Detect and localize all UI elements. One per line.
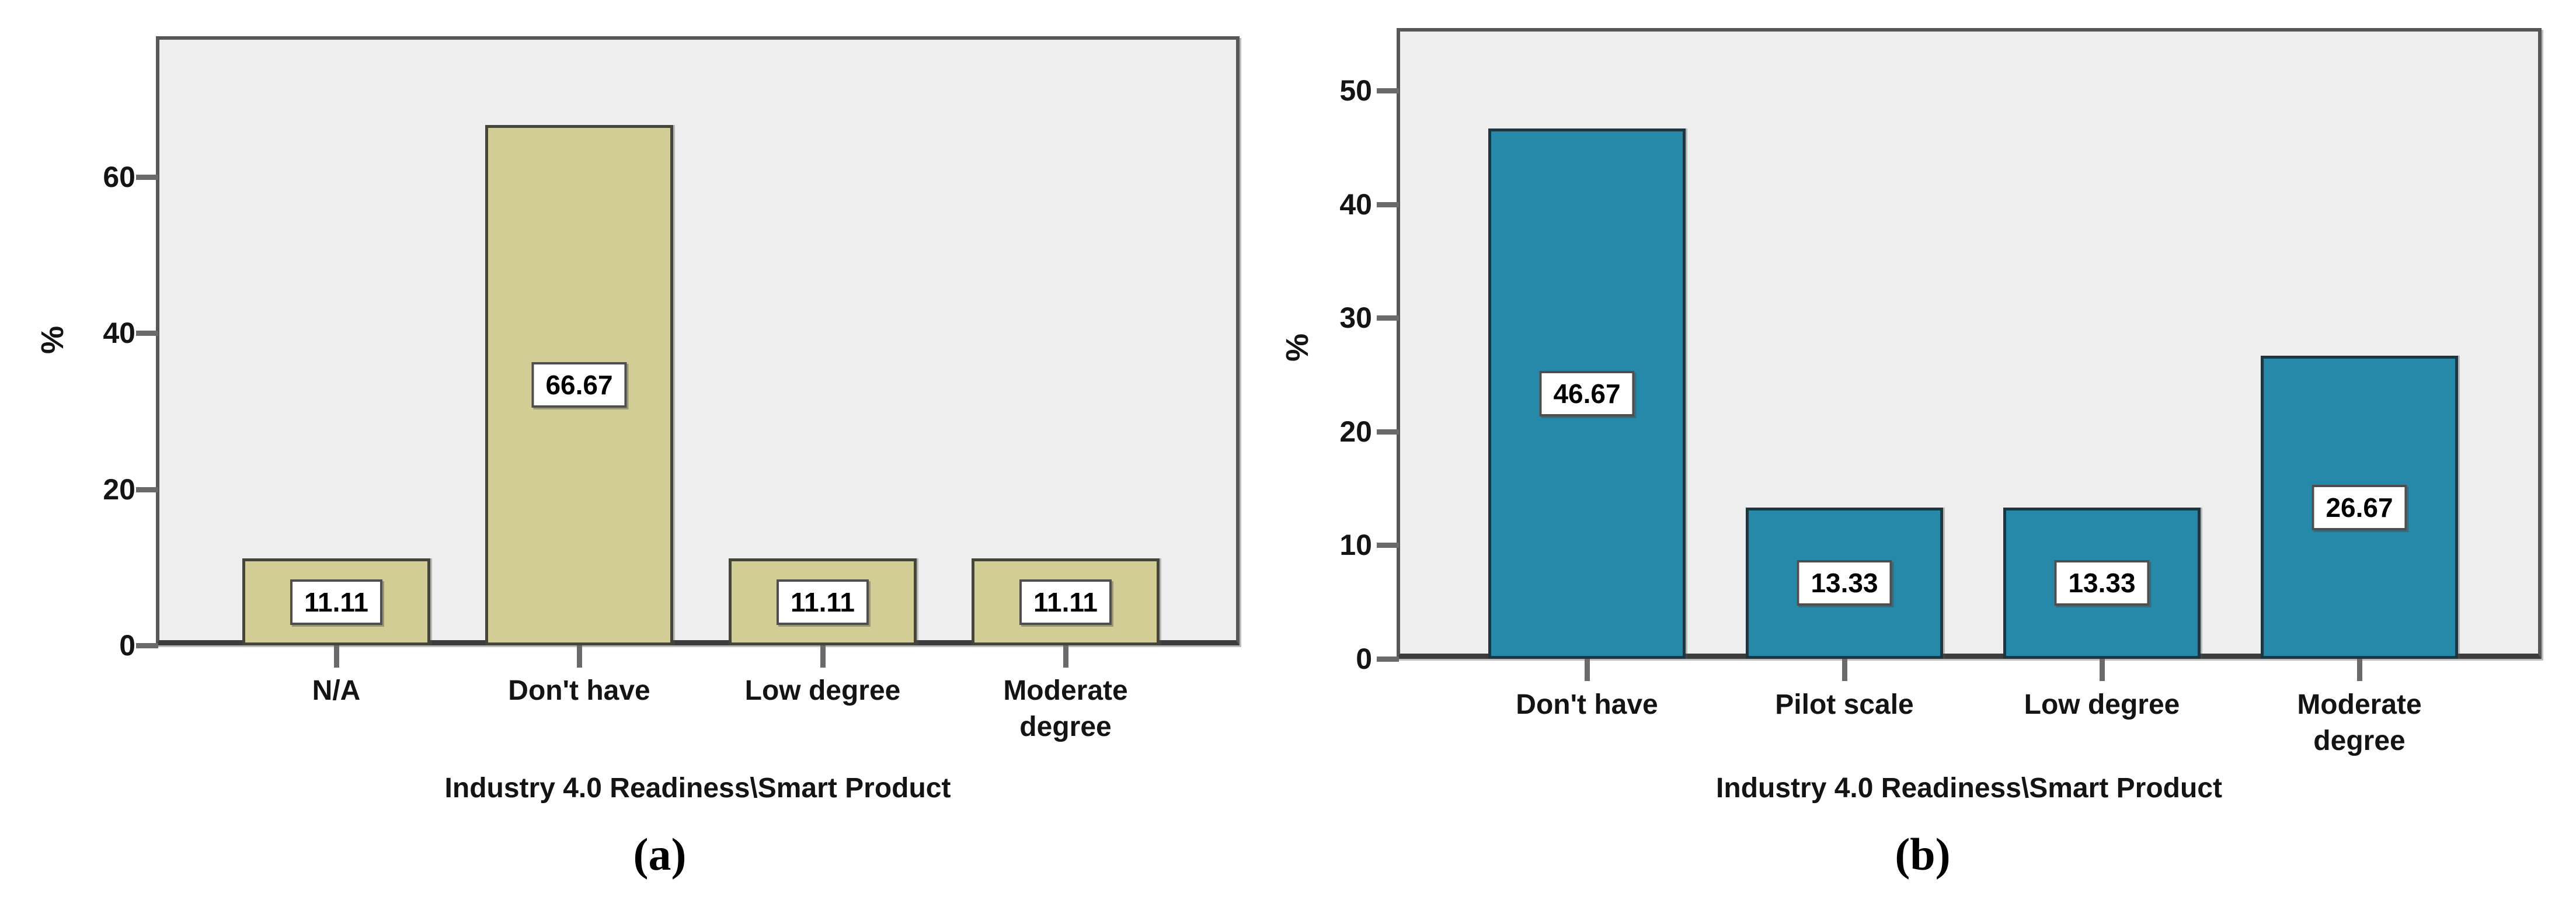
y-tick-label: 20 (103, 473, 135, 506)
x-axis-title-a: Industry 4.0 Readiness\Smart Product (444, 773, 951, 804)
y-tick-mark (1377, 657, 1399, 662)
bar-don-t-have (485, 124, 673, 645)
y-tick-mark (136, 487, 158, 492)
y-tick-label: 30 (1339, 301, 1372, 335)
y-tick-label: 50 (1339, 74, 1372, 107)
y-tick-mark (1377, 88, 1399, 94)
category-label-line: Low degree (2024, 689, 2180, 720)
y-tick-label: 0 (1356, 642, 1372, 675)
bar-value-label: 66.67 (531, 362, 627, 408)
bar-value-label: 13.33 (2054, 560, 2150, 606)
x-tick-mark (334, 645, 339, 668)
panel-caption-b: (b) (1895, 829, 1951, 880)
plot-area-a (156, 36, 1240, 645)
category-label-line: degree (1019, 711, 1112, 742)
category-label-line: Moderate (2297, 689, 2422, 720)
y-tick-mark (1377, 543, 1399, 548)
y-tick-mark (1377, 429, 1399, 435)
x-axis-title-b: Industry 4.0 Readiness\Smart Product (1716, 773, 2222, 804)
category-label: Low degree (2024, 687, 2180, 723)
x-tick-mark (1063, 645, 1068, 668)
bar-value-label: 11.11 (290, 579, 383, 625)
y-tick-label: 60 (103, 160, 135, 193)
bar-value-label: 46.67 (1539, 370, 1635, 416)
y-tick-mark (136, 174, 158, 180)
category-label: Pilot scale (1775, 687, 1913, 723)
x-tick-mark (820, 645, 826, 668)
y-tick-mark (1377, 315, 1399, 321)
y-tick-mark (1377, 202, 1399, 207)
category-label: Don't have (1516, 687, 1658, 723)
category-label: N/A (312, 673, 361, 709)
category-label: Moderate degree (2297, 687, 2421, 759)
category-label-line: Low degree (744, 675, 901, 706)
y-tick-mark (136, 331, 158, 336)
bar-value-label: 11.11 (1019, 579, 1112, 625)
x-tick-mark (1842, 659, 1847, 681)
x-tick-mark (2100, 659, 2105, 681)
category-label: Don't have (508, 673, 650, 709)
x-tick-mark (2357, 659, 2362, 681)
panel-caption-a: (a) (633, 829, 687, 880)
x-tick-mark (1585, 659, 1590, 681)
category-label: Low degree (745, 673, 901, 709)
category-label-line: Don't have (1516, 689, 1658, 720)
category-label-line: N/A (312, 675, 361, 706)
bar-value-label: 13.33 (1797, 560, 1892, 606)
y-tick-label: 10 (1339, 529, 1372, 562)
category-label-line: Moderate (1003, 675, 1128, 706)
y-tick-label: 40 (1339, 187, 1372, 221)
category-label-line: Pilot scale (1775, 689, 1914, 720)
y-tick-label: 0 (119, 629, 135, 662)
y-axis-title-b: % (1280, 333, 1315, 362)
y-tick-label: 20 (1339, 415, 1372, 448)
bar-n-a (242, 558, 430, 645)
category-label: Moderate degree (1003, 673, 1127, 745)
bar-value-label: 11.11 (776, 579, 869, 625)
bar-value-label: 26.67 (2312, 484, 2407, 530)
category-label-line: degree (2313, 725, 2406, 756)
category-label-line: Don't have (508, 675, 650, 706)
y-tick-label: 40 (103, 317, 135, 350)
x-tick-mark (577, 645, 582, 668)
y-tick-mark (136, 643, 158, 648)
